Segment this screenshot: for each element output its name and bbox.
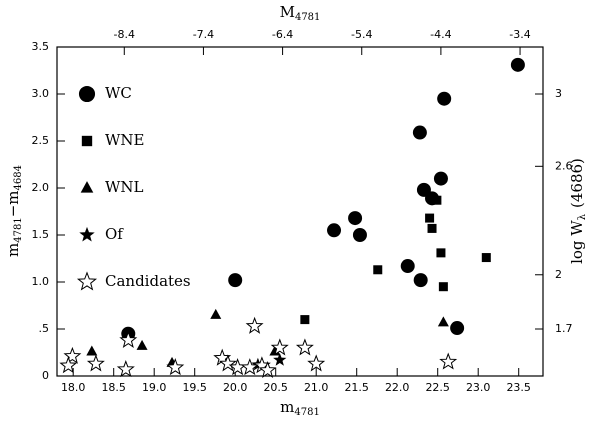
y2-tick-label: 3 (555, 87, 562, 100)
y-tick-label: 2.5 (32, 134, 50, 147)
point (116, 359, 135, 378)
x-tick-label: 19.0 (142, 381, 167, 394)
y-axis-label-sub: 4684 (13, 165, 24, 190)
y-axis-label-sub: 4781 (13, 217, 24, 242)
point (400, 259, 415, 274)
point (413, 273, 428, 288)
x-tick-label: 21.0 (304, 381, 329, 394)
y2-axis-label-sub: λ (577, 213, 588, 220)
x-tick-label: 20.0 (223, 381, 248, 394)
y2-tick-label: 2 (555, 268, 562, 281)
point (166, 358, 185, 376)
y-axis-label-part: −m (4, 190, 22, 217)
y-tick-label: .5 (39, 322, 50, 335)
x-tick-label: 18.5 (101, 381, 126, 394)
legend-marker (81, 135, 93, 147)
y2-axis-label-part: log W (568, 220, 586, 264)
x2-tick-label: -8.4 (114, 28, 135, 41)
point (210, 308, 222, 319)
legend-label: WC (105, 84, 132, 102)
point (438, 282, 448, 292)
point (510, 57, 525, 72)
y-axis-label: m4781−m4684 (4, 165, 24, 257)
x-tick-label: 19.5 (182, 381, 207, 394)
legend-marker (76, 271, 98, 291)
legend-marker (80, 181, 94, 193)
point (352, 228, 367, 242)
point (373, 265, 383, 275)
point (327, 223, 342, 238)
x-tick-label: 23.5 (506, 381, 531, 394)
legend-label: WNL (105, 178, 144, 196)
x2-axis-label-part: M (280, 3, 295, 21)
x-tick-label: 18.0 (61, 381, 86, 394)
x-tick-label: 23.0 (466, 381, 491, 394)
point (450, 321, 465, 336)
x-axis-label-sub: 4781 (294, 407, 319, 418)
y-tick-label: 0 (42, 369, 49, 382)
point (300, 315, 310, 325)
y-tick-label: 1.0 (32, 275, 50, 288)
point (86, 354, 105, 372)
point (273, 353, 287, 366)
point (481, 253, 491, 263)
legend-label: Candidates (105, 272, 191, 290)
x2-axis-label: M4781 (280, 3, 321, 23)
x-axis-label-part: m (280, 398, 294, 416)
y-tick-label: 3.0 (32, 87, 50, 100)
x2-tick-label: -4.4 (430, 28, 451, 41)
x2-tick-label: -5.4 (351, 28, 372, 41)
point (240, 358, 259, 376)
point (348, 211, 363, 226)
y-tick-label: 1.5 (32, 228, 50, 241)
point (437, 91, 452, 106)
x-tick-label: 22.0 (385, 381, 410, 394)
point (437, 316, 449, 327)
y2-axis-label-part: (4686) (568, 158, 586, 208)
x2-tick-label: -3.4 (509, 28, 530, 41)
plot-frame (56, 46, 544, 377)
point (86, 345, 98, 356)
point (412, 125, 427, 140)
x2-axis-label-sub: 4781 (295, 12, 320, 23)
x-tick-label: 21.5 (344, 381, 369, 394)
point (136, 339, 148, 350)
y2-tick-label: 2.6 (555, 159, 573, 172)
point (119, 330, 138, 348)
point (270, 338, 289, 356)
legend-label: Of (105, 225, 124, 243)
x-tick-label: 20.5 (263, 381, 288, 394)
point (258, 361, 277, 378)
point (427, 223, 437, 233)
legend-marker (78, 85, 96, 103)
point (245, 316, 264, 334)
y-tick-label: 3.5 (32, 40, 50, 53)
legend-label: WNE (105, 131, 145, 149)
point (63, 346, 82, 364)
point (436, 248, 446, 258)
point (307, 354, 326, 372)
x-tick-label: 22.5 (425, 381, 450, 394)
legend-marker (79, 226, 95, 242)
y-tick-label: 2.0 (32, 181, 50, 194)
x2-tick-label: -7.4 (193, 28, 214, 41)
y-axis-label-part: m (4, 243, 22, 257)
y2-axis-label: log Wλ (4686) (568, 158, 588, 264)
point (59, 356, 78, 374)
point (295, 338, 314, 356)
point (433, 171, 448, 186)
point (432, 195, 442, 205)
point (218, 354, 237, 372)
x2-tick-label: -6.4 (272, 28, 293, 41)
x-axis-label: m4781 (280, 398, 320, 418)
point (439, 352, 458, 370)
y2-tick-label: 1.7 (555, 322, 573, 335)
point (425, 213, 435, 223)
point (228, 273, 243, 288)
